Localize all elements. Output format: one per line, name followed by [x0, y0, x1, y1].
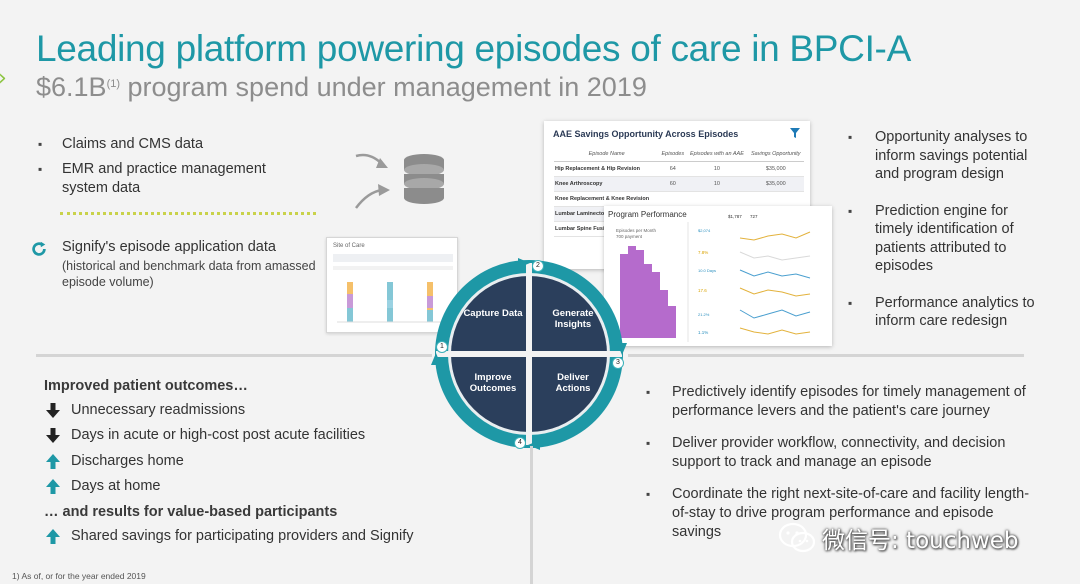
list-item: Opportunity analyses to inform savings p…	[848, 128, 1048, 184]
column-header: Episodes	[659, 147, 687, 162]
quadrant-generate-insights: Generate Insights	[552, 308, 594, 330]
step-number: 2	[532, 260, 544, 272]
step-number: 3	[612, 357, 624, 369]
database-icon	[355, 153, 444, 209]
perf-subtitle: Episodes per Month	[616, 228, 657, 233]
perf-metric: 7.8%	[698, 250, 708, 255]
site-of-care-chart	[333, 254, 453, 323]
divider	[530, 446, 533, 584]
signify-data-label: Signify's episode application data	[62, 239, 276, 255]
list-item: EMR and practice management system data	[38, 160, 308, 198]
quadrant-capture-data: Capture Data	[463, 308, 523, 319]
outcome-item: Days in acute or high-cost post acute fa…	[44, 427, 464, 452]
wechat-watermark: 微信号: touchweb	[778, 521, 1019, 555]
arrow-up-icon	[46, 478, 60, 494]
list-item: Predictively identify episodes for timel…	[646, 383, 1036, 421]
signify-data-sub: (historical and benchmark data from amas…	[62, 259, 316, 289]
table-row: Knee Arthroscopy 60 10 $35,000	[554, 176, 804, 192]
watermark-text: 微信号: touchweb	[822, 528, 1019, 554]
outcome-item: Unnecessary readmissions	[44, 402, 464, 427]
step-number: 1	[436, 341, 448, 353]
slide-subtitle: $6.1B(1) program spend under management …	[36, 72, 647, 102]
perf-metric: 10.0 Days	[698, 268, 716, 273]
refresh-icon	[32, 241, 46, 256]
arrow-up-icon	[46, 453, 60, 469]
column-header: Savings Opportunity	[747, 147, 804, 162]
list-item: Prediction engine for timely identificat…	[848, 202, 1048, 276]
quadrant-deliver-actions: Deliver Actions	[555, 372, 591, 394]
aae-title: AAE Savings Opportunity Across Episodes	[553, 129, 739, 139]
analytics-list: Opportunity analyses to inform savings p…	[848, 128, 1048, 349]
site-of-care-screenshot: Site of Care	[326, 237, 458, 333]
list-item: Claims and CMS data	[38, 135, 308, 154]
slide-title: Leading platform powering episodes of ca…	[36, 28, 911, 69]
perf-stat: $1,787	[728, 214, 742, 219]
signify-data-block: Signify's episode application data (hist…	[30, 238, 320, 290]
care-cycle-wheel: Capture Data Generate Insights Deliver A…	[426, 255, 632, 453]
perf-charts: Episodes per Month 700 payment $2,074 7.…	[616, 214, 811, 342]
divider	[628, 354, 1024, 357]
arrow-down-icon	[46, 428, 60, 444]
site-of-care-title: Site of Care	[333, 243, 365, 249]
wechat-icon	[778, 522, 816, 553]
perf-subtitle: 700 payment	[616, 234, 643, 239]
wheel-graphic	[431, 258, 627, 450]
footnote: 1) As of, or for the year ended 2019	[12, 571, 146, 581]
chevron-right-icon: ›	[0, 66, 7, 91]
arrow-up-icon	[46, 529, 60, 545]
filter-icon	[790, 128, 800, 138]
data-sources-list: Claims and CMS data EMR and practice man…	[38, 135, 308, 204]
perf-metric: 17.6	[698, 288, 707, 293]
program-performance-screenshot: Program Performance Episodes per Month 7…	[604, 206, 832, 346]
results-header: … and results for value-based participan…	[44, 504, 338, 521]
perf-metric: 21.2%	[698, 312, 710, 317]
outcome-item: Shared savings for participating provide…	[44, 528, 464, 553]
table-row: Hip Replacement & Hip Revision 64 10 $35…	[554, 161, 804, 177]
perf-stat: 727	[750, 214, 758, 219]
column-header: Episode Name	[554, 147, 660, 162]
perf-metric: 1.1%	[698, 330, 708, 335]
outcome-item: Discharges home	[44, 453, 464, 478]
arrow-down-icon	[46, 403, 60, 418]
divider	[36, 354, 432, 357]
quadrant-improve-outcomes: Improve Outcomes	[469, 372, 517, 394]
list-item: Coordinate the right next-site-of-care a…	[646, 485, 1036, 542]
dotted-divider	[60, 212, 316, 215]
perf-title: Program Performance	[608, 210, 687, 219]
list-item: Performance analytics to inform care red…	[848, 294, 1048, 331]
outcomes-section: Improved patient outcomes… Unnecessary r…	[44, 378, 464, 553]
column-header: Episodes with an AAE	[686, 147, 748, 162]
list-item: Deliver provider workflow, connectivity,…	[646, 434, 1036, 472]
outcomes-header: Improved patient outcomes…	[44, 378, 248, 394]
step-number: 4	[514, 437, 526, 449]
actions-list: Predictively identify episodes for timel…	[646, 383, 1036, 555]
outcome-item: Days at home	[44, 478, 464, 503]
table-row: Knee Replacement & Knee Revision	[554, 191, 804, 207]
perf-metric: $2,074	[698, 228, 711, 233]
